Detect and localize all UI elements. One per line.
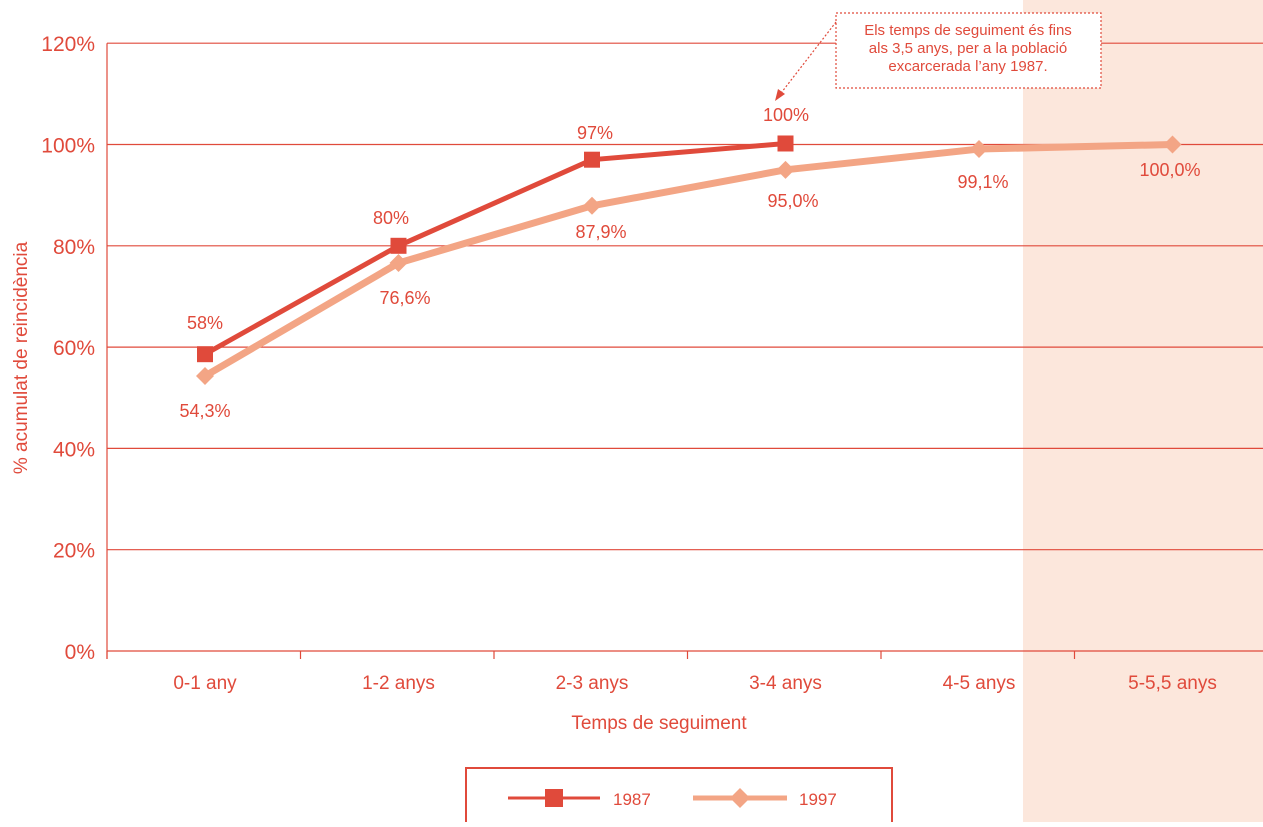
y-tick-label: 120% xyxy=(41,33,95,56)
y-tick-label: 60% xyxy=(53,337,95,360)
x-tick-label: 0-1 any xyxy=(173,673,237,694)
data-point-1997 xyxy=(196,366,214,385)
annotation-text: Els temps de seguiment és fins xyxy=(864,22,1072,39)
series-line-1997 xyxy=(201,141,1176,380)
x-tick-label: 1-2 anys xyxy=(362,673,435,694)
annotation-box xyxy=(835,12,1102,89)
data-point-1987 xyxy=(584,151,600,168)
y-axis-title: % acumulat de reincidència xyxy=(11,241,32,474)
data-label-1987: 97% xyxy=(577,123,613,143)
legend-marker-1987 xyxy=(545,789,563,807)
annotation-text: excarcerada l’any 1987. xyxy=(888,58,1047,75)
legend-label-1997: 1997 xyxy=(799,790,837,809)
data-label-1997: 100,0% xyxy=(1139,160,1200,180)
data-label-1997: 76,6% xyxy=(379,288,430,308)
annotation-arrow-head xyxy=(775,89,785,101)
data-point-1997 xyxy=(776,160,795,179)
shaded-region xyxy=(1023,0,1263,822)
legend-marker-1997 xyxy=(730,788,750,808)
data-label-1997: 99,1% xyxy=(957,172,1008,192)
data-point-1997 xyxy=(389,254,408,273)
data-label-1987: 100% xyxy=(763,105,809,125)
x-tick-label: 3-4 anys xyxy=(749,673,822,694)
x-tick-label: 4-5 anys xyxy=(943,673,1016,694)
y-tick-label: 80% xyxy=(53,236,95,259)
x-axis-title: Temps de seguiment xyxy=(571,713,747,734)
data-label-1997: 87,9% xyxy=(575,222,626,242)
y-tick-label: 0% xyxy=(65,641,95,664)
series-line-1987 xyxy=(202,140,788,357)
data-point-1987 xyxy=(777,135,794,152)
data-point-1997 xyxy=(970,140,988,159)
data-point-1997 xyxy=(1163,135,1182,154)
data-point-1987 xyxy=(390,237,407,254)
annotation-arrow-line xyxy=(777,21,837,98)
data-point-1987 xyxy=(197,346,213,363)
y-tick-label: 20% xyxy=(53,540,95,563)
x-tick-label: 5-5,5 anys xyxy=(1128,673,1217,694)
y-tick-label: 40% xyxy=(53,438,95,461)
data-point-1997 xyxy=(583,196,601,215)
annotation-text: als 3,5 anys, per a la població xyxy=(869,40,1067,57)
x-tick-label: 2-3 anys xyxy=(556,673,629,694)
data-label-1997: 54,3% xyxy=(179,401,230,421)
y-tick-label: 100% xyxy=(41,135,95,158)
data-label-1987: 80% xyxy=(373,208,409,228)
data-label-1997: 95,0% xyxy=(767,191,818,211)
legend-label-1987: 1987 xyxy=(613,790,651,809)
data-label-1987: 58% xyxy=(187,313,223,333)
